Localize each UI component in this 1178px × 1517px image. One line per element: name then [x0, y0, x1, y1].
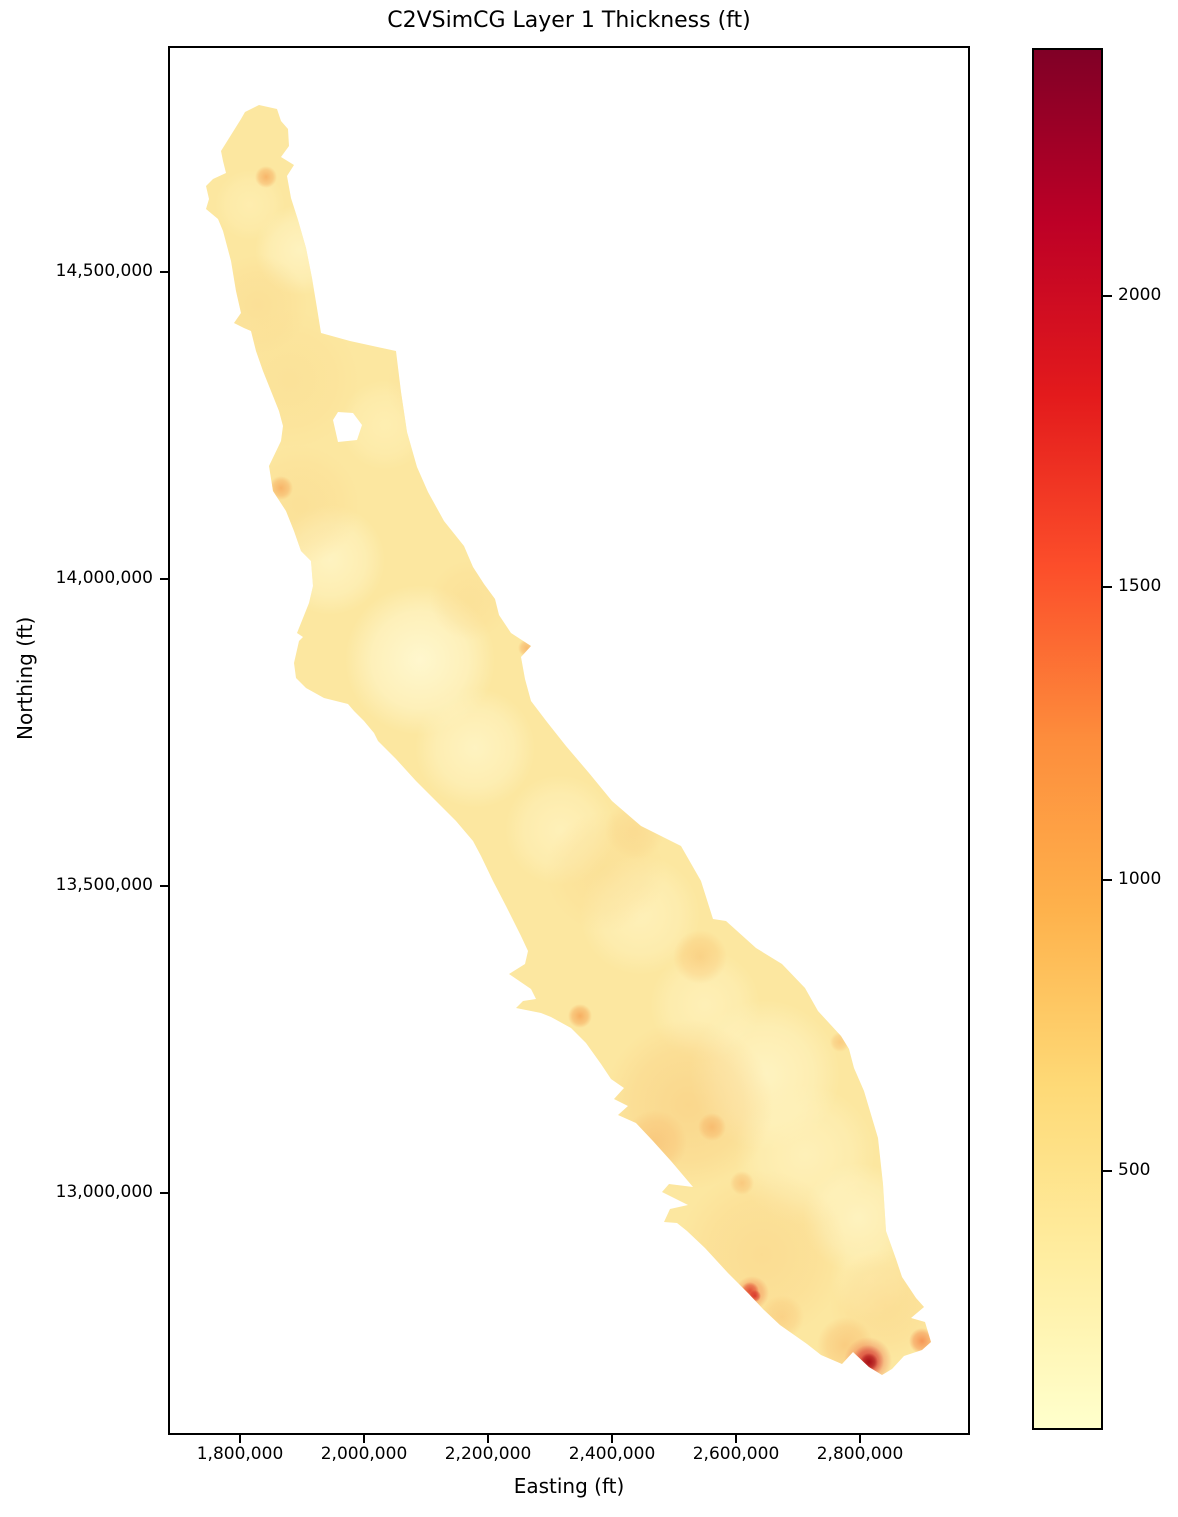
thickness-blob	[909, 1328, 931, 1354]
colorbar-tick-mark	[1103, 295, 1112, 297]
x-tick-mark	[239, 1435, 241, 1443]
thickness-blob	[387, 335, 487, 435]
x-tick-label: 2,800,000	[816, 1444, 904, 1464]
y-tick-label: 13,000,000	[55, 1182, 153, 1202]
colorbar-tick-label: 1000	[1118, 869, 1162, 889]
thickness-blob	[518, 639, 536, 657]
colorbar-tick-label: 1500	[1118, 576, 1162, 596]
y-tick-mark	[160, 1192, 168, 1194]
x-axis-label: Easting (ft)	[513, 1474, 625, 1498]
colorbar	[1032, 48, 1103, 1430]
x-tick-mark	[363, 1435, 365, 1443]
colorbar-tick-label: 500	[1118, 1160, 1151, 1180]
chart-title: C2VSimCG Layer 1 Thickness (ft)	[387, 8, 751, 33]
thickness-blob	[677, 1170, 847, 1340]
x-tick-label: 2,400,000	[568, 1444, 656, 1464]
thickness-blob	[698, 1113, 726, 1141]
zero-thickness-hole	[333, 412, 362, 442]
x-tick-label: 2,600,000	[692, 1444, 780, 1464]
colorbar-tick-mark	[1103, 586, 1112, 588]
x-tick-label: 2,200,000	[444, 1444, 532, 1464]
x-tick-label: 1,800,000	[196, 1444, 284, 1464]
x-tick-mark	[487, 1435, 489, 1443]
y-tick-mark	[160, 271, 168, 273]
thickness-blob	[269, 476, 293, 500]
thickness-blob	[749, 1290, 761, 1302]
plot-area	[168, 46, 970, 1435]
thickness-blob	[730, 1171, 754, 1195]
thickness-blob	[830, 1032, 850, 1052]
thickness-blob	[605, 800, 665, 860]
y-tick-label: 13,500,000	[55, 875, 153, 895]
thickness-blob	[623, 1110, 687, 1174]
thickness-blob	[568, 1004, 592, 1028]
colorbar-tick-label: 2000	[1118, 285, 1162, 305]
y-tick-label: 14,000,000	[55, 568, 153, 588]
y-tick-mark	[160, 578, 168, 580]
valley-thickness-map	[206, 105, 931, 1375]
thickness-blob	[603, 1020, 773, 1190]
thickness-blob	[860, 1353, 878, 1371]
colorbar-tick-mark	[1103, 879, 1112, 881]
x-tick-mark	[611, 1435, 613, 1443]
y-tick-mark	[160, 885, 168, 887]
thickness-field	[206, 105, 931, 1375]
y-tick-label: 14,500,000	[55, 261, 153, 281]
x-tick-mark	[859, 1435, 861, 1443]
x-tick-mark	[735, 1435, 737, 1443]
thickness-blob	[430, 560, 510, 640]
thickness-blob	[255, 166, 277, 188]
thickness-blob	[673, 930, 727, 984]
thickness-blob	[415, 688, 535, 808]
x-tick-label: 2,000,000	[320, 1444, 408, 1464]
colorbar-tick-mark	[1103, 1170, 1112, 1172]
thickness-blob	[240, 445, 360, 565]
